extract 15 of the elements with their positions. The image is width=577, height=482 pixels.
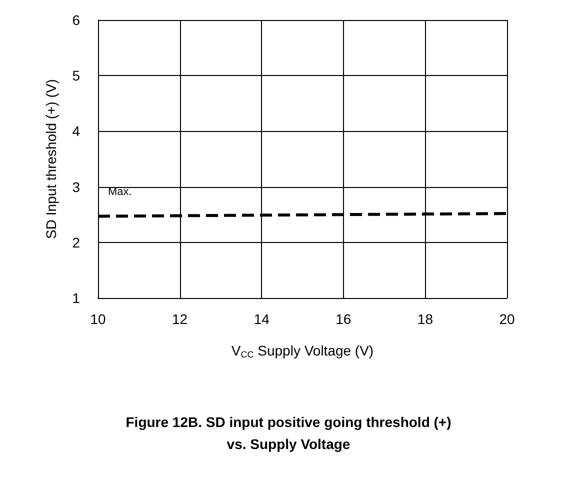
y-tick-label: 3: [72, 178, 80, 195]
x-tick-label: 14: [254, 311, 270, 327]
y-tick-label: 5: [72, 68, 80, 84]
x-tick-label: 18: [417, 311, 434, 327]
text: Figure 12B. SD input positive going threshold (+) vs. Supply Voltage: [126, 414, 452, 452]
y-tick-label: 1: [72, 290, 80, 306]
x-tick-label: 12: [172, 311, 188, 327]
y-axis-title: SD Input threshold (+) (V): [43, 79, 59, 239]
annotation: Max.: [108, 186, 132, 198]
y-tick-label: 2: [72, 234, 80, 250]
x-tick-label: 10: [90, 311, 106, 327]
y-tick-label: 4: [72, 123, 80, 140]
x-tick-label: 16: [336, 311, 352, 327]
y-tick-label: 6: [72, 12, 80, 28]
x-tick-label: 20: [499, 311, 515, 327]
